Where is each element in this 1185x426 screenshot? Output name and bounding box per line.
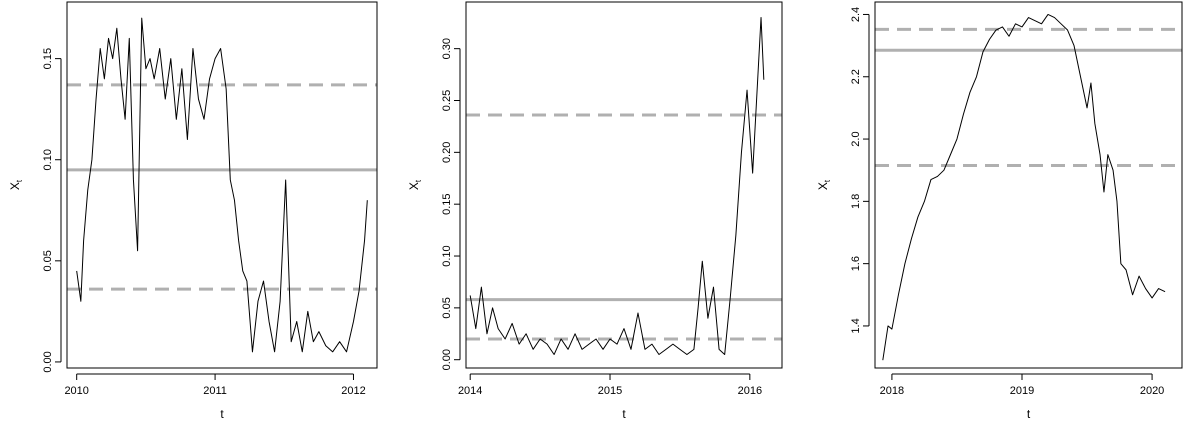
panel-3-x-tick-label: 2020	[1140, 385, 1164, 397]
panel-3-x-axis-title: t	[1027, 407, 1031, 421]
panel-1-series-line-1	[76, 17, 368, 353]
panel-3-y-axis-title-main: X	[816, 182, 830, 190]
panel-3-frame	[874, 1, 1183, 369]
panel-3-series-line-1	[882, 13, 1166, 361]
panel-1-x-tick-label: 2012	[341, 385, 365, 397]
panel-3-y-tick-label: 1.8	[850, 194, 862, 209]
panel-1-y-tick-label: 0.05	[42, 250, 54, 271]
panel-1-x-axis-title: t	[220, 407, 224, 421]
panel-2-plot: 2014 2015 2016 0.00 0.05 0.10 0.15 0.20 0.25 0.30…	[407, 1, 783, 421]
panel-1-y-axis-title-subscript: t	[15, 179, 24, 182]
panel-2-series-line-1	[469, 17, 765, 356]
panel-3-y-tick-label: 2.4	[850, 7, 862, 22]
panel-1-y-axis-title: Xt	[8, 179, 24, 190]
panel-1-y-axis-title-main: X	[8, 182, 22, 190]
panel-2-y-tick-label: 0.10	[441, 245, 453, 266]
panel-3-y-tick-label: 2.2	[850, 69, 862, 84]
panel-3-x-tick-label: 2019	[1010, 385, 1034, 397]
panel-2-y-axis-title-subscript: t	[414, 179, 423, 182]
panel-1-frame	[66, 1, 378, 369]
panel-2-y-axis-title: Xt	[407, 179, 423, 190]
panel-2-y-axis-title-main: X	[407, 182, 421, 190]
panel-2-x-axis-title: t	[622, 407, 626, 421]
panel-2-x-tick-label: 2014	[458, 385, 482, 397]
panel-2-x-tick-label: 2015	[598, 385, 622, 397]
panel-3-y-tick-label: 2.0	[850, 131, 862, 146]
panel-2-y-tick-label: 0.05	[441, 297, 453, 318]
panel-2-frame	[465, 1, 783, 369]
panel-3-y-tick-label: 1.4	[850, 318, 862, 333]
panel-2-x-tick-label: 2016	[738, 385, 762, 397]
panel-3-x-tick-label: 2018	[880, 385, 904, 397]
panel-2-y-tick-label: 0.00	[441, 349, 453, 370]
panel-1-y-tick-label: 0.00	[42, 351, 54, 372]
panel-3-y-axis-title: Xt	[816, 179, 832, 190]
panel-2-y-tick-label: 0.30	[441, 38, 453, 59]
panel-2-y-tick-label: 0.15	[441, 193, 453, 214]
panel-2-y-tick-label: 0.20	[441, 142, 453, 163]
panel-1-x-tick-label: 2010	[64, 385, 88, 397]
panel-3-y-tick-label: 1.6	[850, 256, 862, 271]
panel-1-y-tick-label: 0.10	[42, 149, 54, 170]
panel-1-y-tick-label: 0.15	[42, 48, 54, 69]
panel-2-y-tick-label: 0.25	[441, 90, 453, 111]
panel-1-x-tick-label: 2011	[203, 385, 227, 397]
panel-3-y-axis-title-subscript: t	[823, 179, 832, 182]
